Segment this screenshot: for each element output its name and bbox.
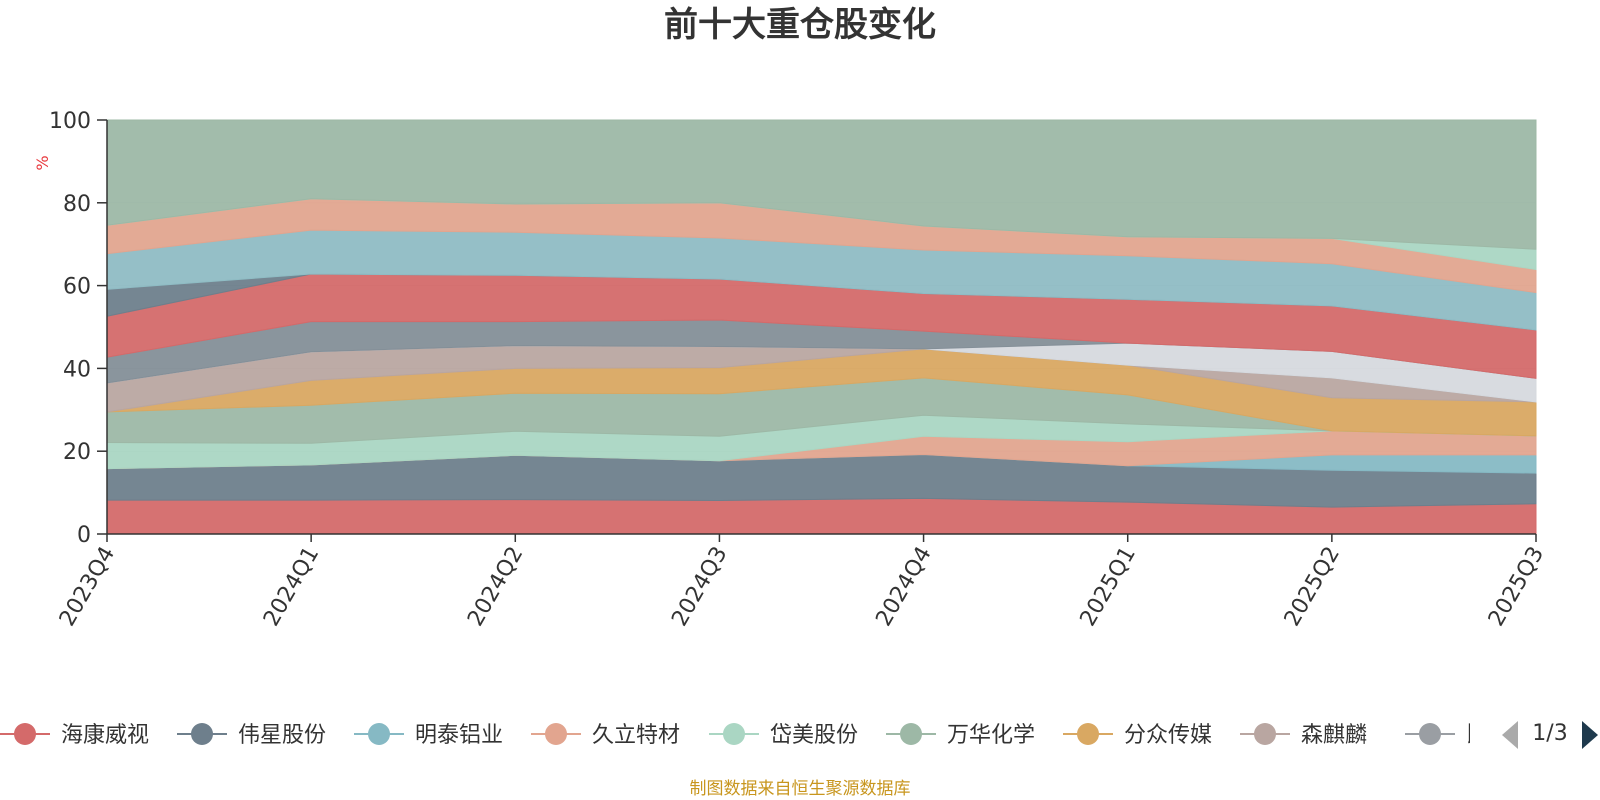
legend-label: 明泰铝业 [415,723,503,748]
legend-label: 岱美股份 [770,723,858,748]
x-tick-label: 2025Q2 [1280,543,1345,631]
x-tick-label: 2024Q3 [667,543,732,631]
x-tick-label: 2025Q3 [1484,543,1549,631]
legend-marker [368,723,390,745]
y-tick-label: 0 [77,523,91,548]
legend-item: 森麒麟 [1240,723,1367,748]
y-tick-label: 60 [63,275,91,300]
legend-marker [1254,723,1276,745]
y-axis-unit: % [33,155,52,170]
legend-label: 比亚迪 [1466,723,1532,748]
y-tick-label: 40 [63,357,91,382]
legend-marker [1419,723,1441,745]
legend-label: 分众传媒 [1124,723,1212,748]
legend-label: 伟星股份 [238,723,326,748]
legend-label: 久立特材 [592,723,680,748]
x-tick-label: 2025Q1 [1076,543,1141,631]
legend-prev-page-icon[interactable] [1502,721,1518,749]
legend-item: 久立特材 [531,723,680,748]
legend-item: 万华化学 [886,723,1035,748]
legend-marker [723,723,745,745]
legend-marker [1077,723,1099,745]
area-series [106,119,1537,250]
legend-item: 岱美股份 [709,723,858,748]
legend-marker [191,723,213,745]
legend-label: 森麒麟 [1301,723,1367,748]
legend-item: 海康威视 [0,723,149,748]
x-tick-label: 2024Q1 [259,543,324,631]
chart-title: 前十大重仓股变化 [664,5,936,45]
y-tick-label: 20 [63,440,91,465]
legend-item: 明泰铝业 [354,723,503,748]
x-tick-label: 2024Q2 [463,543,528,631]
y-tick-label: 80 [63,192,91,217]
area-layer [106,119,1537,535]
legend-item: 分众传媒 [1063,723,1212,748]
legend-item: 比亚迪 [1405,723,1532,748]
source-note: 制图数据来自恒生聚源数据库 [690,779,911,799]
legend-label: 海康威视 [61,723,149,748]
y-tick-label: 100 [49,109,91,134]
legend-marker [900,723,922,745]
legend-marker [14,723,36,745]
legend-marker [545,723,567,745]
legend-item: 伟星股份 [177,723,326,748]
legend-next-page-icon[interactable] [1582,721,1598,749]
legend-page-indicator: 1/3 [1532,721,1567,746]
x-tick-label: 2023Q4 [55,543,120,631]
legend: 海康威视 伟星股份 明泰铝业 久立特材 岱美股份 万华化学 分众传媒 森麒麟 比亚迪 [0,723,1532,748]
x-tick-label: 2024Q4 [871,543,936,631]
legend-label: 万华化学 [947,723,1035,748]
